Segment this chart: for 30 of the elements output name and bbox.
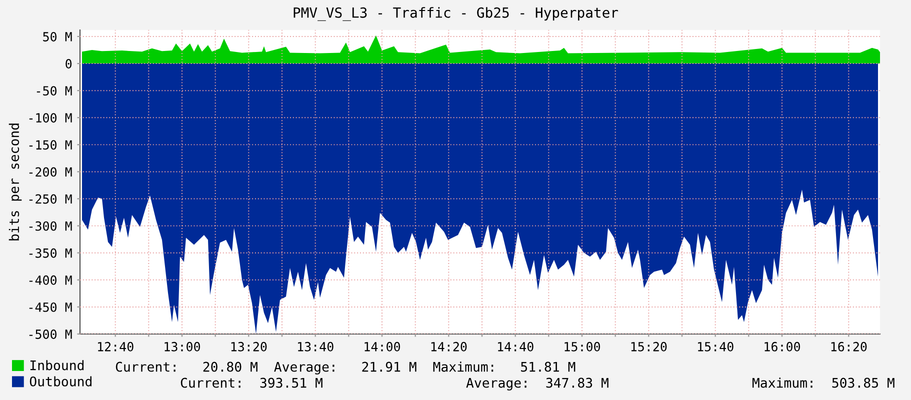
y-tick-label: -100 M [29, 113, 72, 123]
y-tick-label: -200 M [29, 167, 72, 177]
x-tick-label: 14:40 [498, 342, 534, 352]
x-tick-label: 16:00 [764, 342, 800, 352]
x-tick-label: 13:40 [298, 342, 334, 352]
chart-title: PMV_VS_L3 - Traffic - Gb25 - Hyperpater [294, 7, 618, 21]
x-tick-label: 15:00 [564, 342, 600, 352]
y-tick-label: -400 M [29, 275, 72, 285]
x-tick-label: 12:40 [98, 342, 134, 352]
y-tick-label: -300 M [29, 221, 72, 231]
y-tick-label: 0 [66, 59, 72, 68]
x-tick-label: 14:00 [364, 342, 400, 352]
x-tick-label: 16:20 [831, 342, 867, 352]
y-tick-label: 50 M [43, 32, 72, 42]
y-tick-label: -350 M [29, 248, 72, 258]
text: Current: 393.51 M Average: 347.83 M Maximum: 503.85 M [180, 378, 894, 390]
x-tick-label: 15:20 [631, 342, 667, 352]
x-tick-label: 13:00 [164, 342, 200, 352]
legend-label: Outbound [30, 376, 92, 386]
text: Current: 20.80 M Average: 21.91 M Maximum: 51.81 M [116, 362, 576, 374]
legend-label: Inbound [30, 360, 84, 370]
y-tick-label: -150 M [29, 140, 72, 150]
y-tick-label: -500 M [29, 330, 72, 339]
y-axis-title: bits per second [8, 124, 22, 240]
y-tick-label: -50 M [36, 86, 72, 96]
y-tick-label: -250 M [29, 194, 72, 204]
x-tick-label: 15:40 [698, 342, 734, 352]
x-tick-label: 14:20 [431, 342, 467, 352]
y-tick-label: -450 M [29, 302, 72, 312]
x-tick-label: 13:20 [231, 342, 267, 352]
